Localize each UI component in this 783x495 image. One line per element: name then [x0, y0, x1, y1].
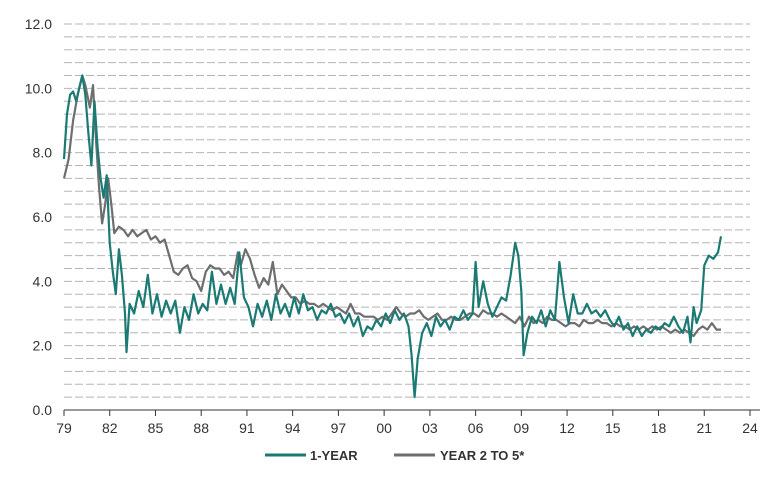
x-tick-label: 97	[331, 420, 347, 436]
y-tick-label: 6.0	[33, 209, 53, 225]
x-tick-label: 91	[239, 420, 255, 436]
legend: 1-YEAR YEAR 2 TO 5*	[265, 448, 525, 463]
y-tick-label: 12.0	[25, 16, 52, 32]
x-tick-label: 18	[651, 420, 667, 436]
legend-item-year-2-to-5: YEAR 2 TO 5*	[394, 448, 525, 463]
x-tick-label: 06	[468, 420, 484, 436]
y-tick-label: 8.0	[33, 145, 53, 161]
x-tick-label: 85	[148, 420, 164, 436]
x-tick-label: 82	[102, 420, 118, 436]
series-line-year-2-to-5	[62, 74, 721, 338]
x-tick-label: 88	[193, 420, 209, 436]
gridlines	[64, 23, 750, 398]
x-tick-label: 21	[696, 420, 712, 436]
x-tick-label: 79	[56, 420, 72, 436]
x-tick-label: 24	[742, 420, 758, 436]
y-tick-label: 4.0	[33, 273, 53, 289]
x-tick-label: 15	[605, 420, 621, 436]
legend-label-year-2-to-5: YEAR 2 TO 5*	[440, 448, 525, 463]
x-axis-ticks: 79 82 85 88 91 94 97 00 03 06 09 12 15 18 21 24	[56, 410, 758, 436]
series-line-1-year	[62, 74, 723, 399]
x-tick-label: 09	[514, 420, 530, 436]
x-tick-label: 03	[422, 420, 438, 436]
x-tick-label: 00	[376, 420, 392, 436]
x-tick-label: 12	[559, 420, 575, 436]
y-axis-ticks: 0.0 2.0 4.0 6.0 8.0 10.0 12.0	[25, 16, 52, 418]
y-tick-label: 0.0	[33, 402, 53, 418]
y-tick-label: 10.0	[25, 80, 52, 96]
axes: 79 82 85 88 91 94 97 00 03 06 09 12 15 18 21 24 0.0 2.0 4…	[25, 16, 760, 436]
series-lines	[62, 74, 723, 399]
x-tick-label: 94	[285, 420, 301, 436]
legend-label-1-year: 1-YEAR	[310, 448, 358, 463]
legend-item-1-year: 1-YEAR	[265, 448, 358, 463]
y-tick-label: 2.0	[33, 338, 53, 354]
